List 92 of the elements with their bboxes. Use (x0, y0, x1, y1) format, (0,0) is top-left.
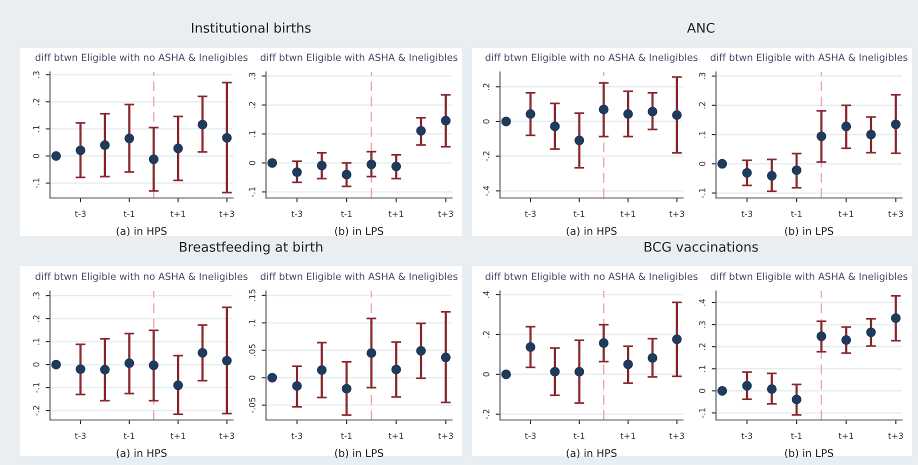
y-tick-label: .3 (699, 72, 706, 80)
y-tick-label: 0 (249, 160, 256, 166)
x-tick-label: t-1 (791, 210, 802, 217)
y-tick-label: .2 (33, 315, 40, 322)
x-axis-title: (b) in LPS (335, 448, 384, 458)
y-tick-label: .4 (699, 298, 706, 306)
y-tick-label: 0 (699, 162, 706, 166)
x-axis-title: (a) in HPS (116, 226, 167, 236)
x-tick-label: t-3 (741, 432, 752, 439)
chart-subtitle: diff btwn Eligible with ASHA & Ineligibles (260, 272, 458, 282)
x-tick-label: t+1 (388, 432, 404, 439)
chart-subtitle: diff btwn Eligible with ASHA & Ineligibles (710, 54, 908, 63)
x-axis-title: (a) in HPS (566, 226, 617, 236)
x-tick-label: t+3 (669, 210, 684, 217)
x-tick-label: t+3 (438, 432, 453, 439)
y-tick-label: .2 (699, 102, 706, 108)
y-tick-label: .05 (249, 344, 256, 356)
chart-subtitle: diff btwn Eligible with no ASHA & Ineligibles (486, 272, 698, 282)
chart-title: ANC (687, 22, 714, 33)
x-axis-title: (a) in HPS (116, 448, 167, 458)
y-tick-label: .2 (249, 102, 256, 108)
chart-subtitle: diff btwn Eligible with ASHA & Ineligibles (710, 272, 908, 282)
y-tick-label: -.2 (483, 410, 490, 420)
chart-subtitle: diff btwn Eligible with no ASHA & Ineligibles (486, 54, 698, 63)
x-axis-title: (a) in HPS (566, 448, 617, 458)
y-tick-label: .1 (33, 126, 40, 132)
y-tick-label: .2 (483, 331, 490, 338)
x-tick-label: t-1 (124, 210, 134, 217)
y-tick-label: .2 (483, 84, 490, 90)
x-tick-label: t+3 (219, 432, 234, 439)
x-tick-label: t+3 (669, 432, 684, 439)
x-tick-label: t-1 (574, 210, 584, 217)
x-tick-label: t-1 (341, 432, 352, 439)
y-tick-label: .4 (483, 291, 490, 298)
y-tick-label: 0 (699, 388, 706, 393)
y-tick-label: -.1 (699, 188, 706, 198)
x-tick-label: t-1 (574, 432, 584, 439)
y-tick-label: 0 (33, 362, 40, 367)
x-tick-label: t+3 (888, 432, 903, 439)
x-tick-label: t+1 (170, 432, 186, 439)
y-tick-label: .1 (33, 338, 40, 345)
x-tick-label: t+3 (219, 210, 234, 217)
y-tick-label: 0 (33, 154, 40, 158)
y-tick-label: .1 (699, 131, 706, 138)
chart-title: Breastfeeding at birth (180, 242, 322, 254)
y-tick-label: -.1 (699, 408, 706, 418)
y-tick-label: -.4 (483, 186, 490, 196)
x-tick-label: t+3 (888, 210, 903, 217)
y-tick-label: .1 (249, 130, 256, 138)
y-tick-label: -.1 (33, 382, 40, 393)
y-tick-label: 0 (483, 372, 490, 376)
x-tick-label: t+1 (620, 432, 636, 439)
y-tick-label: .1 (699, 366, 706, 372)
y-tick-label: -.05 (249, 398, 256, 413)
x-tick-label: t-3 (741, 210, 752, 217)
y-tick-label: .3 (33, 292, 40, 299)
y-tick-label: -.2 (483, 152, 490, 162)
x-tick-label: t-3 (74, 210, 86, 217)
y-tick-label: .3 (249, 72, 256, 80)
y-tick-label: .3 (33, 71, 40, 78)
x-tick-label: t+1 (388, 210, 404, 217)
x-tick-label: t-3 (524, 432, 536, 439)
y-tick-label: .2 (699, 344, 706, 350)
y-tick-label: 0 (483, 119, 490, 124)
chart-title: BCG vaccinations (644, 242, 758, 252)
chart-title: Institutional births (192, 22, 311, 33)
x-tick-label: t-3 (291, 432, 302, 439)
y-tick-label: 0 (249, 376, 256, 380)
x-tick-label: t-3 (291, 210, 302, 217)
y-tick-label: -.2 (33, 406, 40, 416)
y-tick-label: .3 (699, 321, 706, 328)
x-tick-label: t+1 (620, 210, 636, 217)
y-tick-label: .1 (249, 320, 256, 326)
x-tick-label: t-1 (791, 432, 802, 439)
y-tick-label: .2 (33, 98, 40, 105)
x-tick-label: t+1 (838, 210, 854, 217)
x-tick-label: t+3 (438, 210, 453, 217)
y-tick-label: -.1 (249, 187, 256, 197)
x-tick-label: t-1 (124, 432, 134, 439)
y-tick-label: .15 (249, 289, 256, 302)
x-axis-title: (b) in LPS (785, 226, 834, 236)
chart-subtitle: diff btwn Eligible with no ASHA & Ineligibles (36, 272, 248, 282)
y-tick-label: -.1 (33, 178, 40, 188)
x-tick-label: t-3 (74, 432, 86, 439)
x-tick-label: t+1 (838, 432, 854, 439)
x-tick-label: t-1 (341, 210, 352, 217)
x-tick-label: t-3 (524, 210, 536, 217)
chart-subtitle: diff btwn Eligible with ASHA & Ineligibles (260, 54, 458, 63)
x-axis-title: (b) in LPS (335, 226, 384, 236)
x-tick-label: t+1 (170, 210, 186, 217)
x-axis-title: (b) in LPS (785, 448, 834, 458)
chart-subtitle: diff btwn Eligible with no ASHA & Ineligibles (36, 54, 248, 63)
